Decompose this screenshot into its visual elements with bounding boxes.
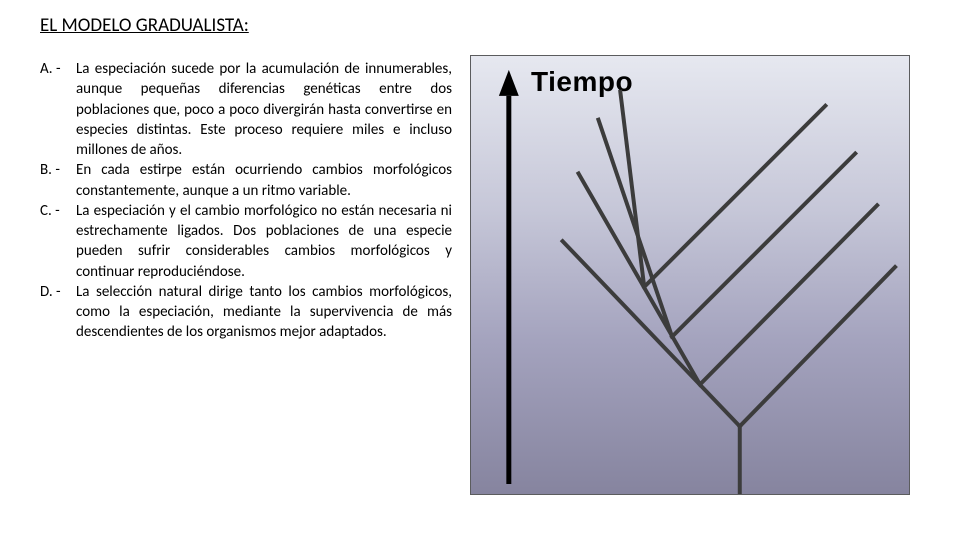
text-column: A. - La especiación sucede por la acumul… xyxy=(40,59,452,343)
list-marker: A. - xyxy=(40,59,76,160)
list-item: C. - La especiación y el cambio morfológ… xyxy=(40,201,452,282)
page-title: EL MODELO GRADUALISTA: xyxy=(40,14,920,37)
list-body: En cada estirpe están ocurriendo cambios… xyxy=(76,160,452,201)
list-item: D. - La selección natural dirige tanto l… xyxy=(40,282,452,343)
gradualist-tree-diagram: Tiempo xyxy=(470,55,910,495)
phylogeny-tree-icon xyxy=(471,56,909,494)
content-row: A. - La especiación sucede por la acumul… xyxy=(40,59,920,495)
diagram-column: Tiempo xyxy=(470,59,920,495)
list-marker: D. - xyxy=(40,282,76,343)
list-marker: B. - xyxy=(40,160,76,201)
list-body: La especiación sucede por la acumulación… xyxy=(76,59,452,160)
list-body: La especiación y el cambio morfológico n… xyxy=(76,201,452,282)
list-body: La selección natural dirige tanto los ca… xyxy=(76,282,452,343)
list-marker: C. - xyxy=(40,201,76,282)
list-item: B. - En cada estirpe están ocurriendo ca… xyxy=(40,160,452,201)
list-item: A. - La especiación sucede por la acumul… xyxy=(40,59,452,160)
